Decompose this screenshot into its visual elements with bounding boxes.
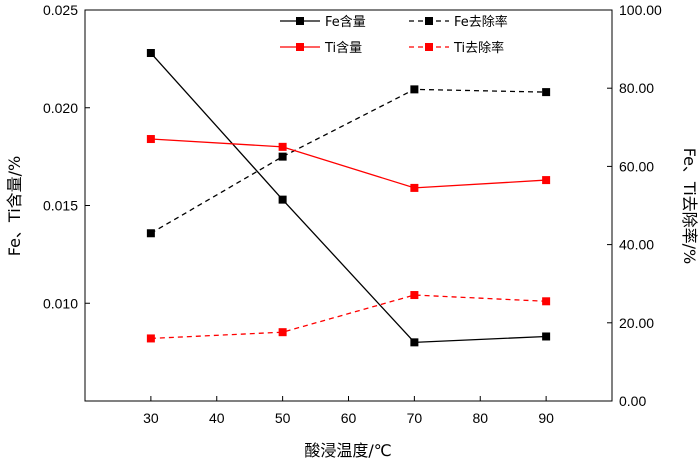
data-point: [410, 85, 419, 94]
legend-swatch-marker: [296, 17, 304, 25]
legend-swatch-marker: [296, 43, 304, 51]
legend-label: Fe去除率: [454, 14, 508, 30]
x-tick-label: 50: [275, 410, 291, 426]
legend-label: Fe含量: [325, 14, 366, 30]
y-left-tick-label: 0.010: [43, 295, 78, 311]
x-tick-label: 40: [209, 410, 225, 426]
series-line: [150, 88, 547, 234]
series-line: [150, 52, 547, 344]
data-point: [410, 338, 419, 347]
legend-label: Ti含量: [324, 40, 362, 56]
data-point: [146, 135, 155, 144]
data-point: [278, 142, 287, 151]
x-tick-label: 90: [538, 410, 554, 426]
series-line: [150, 138, 547, 189]
x-tick-label: 80: [472, 410, 488, 426]
data-point: [278, 152, 287, 161]
axis-ticks: 30 40 50 60 70 80 90 0.010 0.015 0.020 0.025 0.00 20…: [43, 2, 662, 426]
x-tick-label: 30: [143, 410, 159, 426]
y-right-tick-label: 20.00: [619, 315, 654, 331]
data-point: [146, 334, 155, 343]
data-point: [542, 332, 551, 341]
data-point: [278, 195, 287, 204]
y-left-tick-label: 0.015: [43, 198, 78, 214]
y-left-tick-label: 0.025: [43, 2, 78, 18]
data-point: [146, 49, 155, 58]
data-point: [410, 291, 419, 300]
legend-label: Ti去除率: [453, 40, 504, 56]
series-line: [150, 294, 547, 340]
data-point: [146, 229, 155, 238]
y-right-tick-label: 60.00: [619, 158, 654, 174]
legend-swatch-marker: [425, 43, 433, 51]
y-left-tick-label: 0.020: [43, 100, 78, 116]
data-point: [410, 183, 419, 192]
y-right-tick-label: 100.00: [619, 2, 662, 18]
y-right-tick-label: 80.00: [619, 80, 654, 96]
data-point: [542, 176, 551, 185]
data-point: [542, 88, 551, 97]
y-axis-right-title: Fe、Ti去除率/%: [680, 148, 699, 265]
y-right-tick-label: 0.00: [619, 393, 646, 409]
data-point: [278, 328, 287, 337]
legend: Fe含量 Fe去除率 Ti含量 Ti去除率: [280, 14, 508, 56]
x-tick-label: 70: [407, 410, 423, 426]
x-tick-label: 60: [341, 410, 357, 426]
data-point: [542, 297, 551, 306]
plot-frame: [84, 9, 613, 402]
x-axis-title: 酸浸温度/℃: [304, 441, 391, 460]
y-right-tick-label: 40.00: [619, 237, 654, 253]
series-layer: [146, 49, 551, 347]
y-axis-left-title: Fe、Ti含量/%: [5, 156, 24, 257]
legend-swatch-marker: [425, 17, 433, 25]
